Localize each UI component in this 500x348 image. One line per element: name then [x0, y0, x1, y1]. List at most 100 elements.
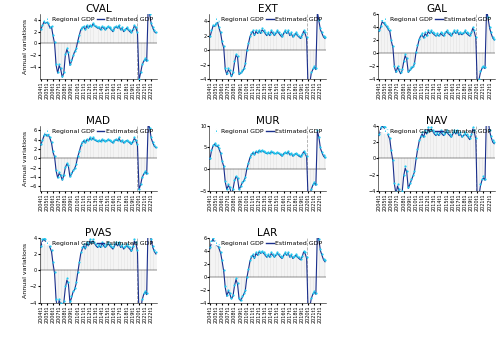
Point [42, 237, 50, 242]
Point [122, 24, 130, 30]
Point [214, 18, 222, 24]
Point [222, 179, 230, 184]
Point [92, 23, 100, 29]
Point [236, 297, 244, 302]
Point [452, 29, 460, 35]
Point [384, 25, 392, 31]
Point [236, 69, 244, 74]
Point [320, 33, 328, 38]
Point [444, 129, 452, 135]
Point [472, 34, 480, 39]
Point [255, 248, 263, 253]
Point [396, 192, 404, 198]
Point [92, 242, 100, 247]
Point [223, 70, 231, 76]
Point [109, 28, 117, 33]
Point [209, 235, 217, 240]
Point [122, 242, 130, 247]
Point [290, 253, 298, 259]
Point [228, 190, 235, 196]
Point [421, 127, 429, 133]
Point [409, 172, 417, 177]
Point [121, 26, 129, 31]
Point [150, 247, 158, 253]
Point [69, 53, 77, 58]
Point [129, 138, 137, 143]
Legend: Regional GDP, Estimated GDP: Regional GDP, Estimated GDP [210, 126, 324, 137]
Point [298, 31, 306, 37]
Point [276, 151, 284, 157]
Point [235, 186, 243, 191]
Point [82, 139, 90, 145]
Point [461, 27, 469, 33]
Point [284, 27, 292, 33]
Point [309, 290, 317, 296]
Point [74, 38, 82, 43]
Point [440, 32, 448, 38]
Point [269, 29, 277, 35]
Point [58, 304, 66, 310]
Point [455, 131, 463, 137]
Point [88, 239, 96, 245]
Point [252, 148, 260, 154]
Point [128, 247, 136, 253]
Point [42, 19, 50, 25]
Point [146, 11, 154, 17]
Point [209, 22, 217, 27]
Point [141, 288, 149, 293]
Point [402, 55, 410, 61]
Point [62, 284, 70, 289]
Point [288, 251, 296, 257]
Point [389, 157, 397, 163]
Point [270, 253, 278, 259]
Point [152, 144, 160, 150]
Point [248, 253, 256, 259]
Point [135, 315, 143, 320]
Point [316, 145, 324, 150]
Point [224, 182, 232, 187]
Legend: Regional GDP, Estimated GDP: Regional GDP, Estimated GDP [40, 126, 155, 137]
Point [128, 29, 136, 34]
Point [464, 31, 472, 36]
Point [210, 238, 218, 244]
Point [424, 125, 432, 130]
Point [318, 149, 326, 155]
Point [278, 254, 286, 260]
Point [229, 186, 237, 191]
Y-axis label: Annual variations: Annual variations [23, 131, 28, 186]
Point [103, 24, 111, 30]
Point [82, 245, 90, 250]
Point [216, 249, 224, 255]
Point [86, 135, 94, 140]
Point [254, 251, 262, 257]
Point [76, 250, 84, 255]
Point [408, 176, 416, 181]
Point [94, 138, 102, 143]
Title: PVAS: PVAS [85, 228, 112, 238]
Point [301, 249, 309, 255]
Point [250, 151, 258, 157]
Point [95, 242, 103, 247]
Point [388, 37, 396, 43]
Point [228, 73, 235, 78]
Point [229, 69, 237, 74]
Point [428, 125, 436, 130]
Point [210, 140, 218, 146]
Point [272, 150, 280, 156]
Point [124, 138, 132, 143]
Point [122, 137, 130, 143]
Title: EXT: EXT [258, 4, 278, 14]
Point [268, 27, 276, 33]
Point [274, 149, 281, 155]
Point [124, 26, 132, 31]
Point [466, 32, 473, 38]
Point [486, 24, 494, 30]
Point [412, 49, 420, 54]
Point [302, 153, 310, 159]
Point [232, 173, 240, 179]
Point [130, 22, 138, 27]
Point [70, 165, 78, 171]
Point [118, 242, 126, 247]
Point [208, 238, 216, 244]
Point [269, 251, 277, 257]
